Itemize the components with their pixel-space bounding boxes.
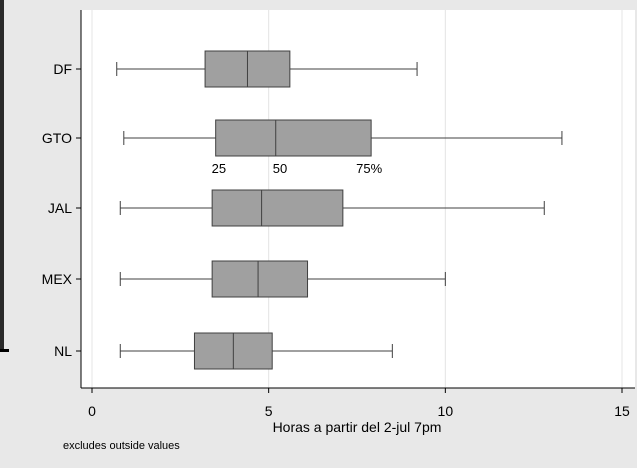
y-tick-label-mex: MEX bbox=[42, 271, 73, 287]
box-nl bbox=[119, 332, 393, 370]
box-gto bbox=[123, 119, 563, 157]
x-axis-label: Horas a partir del 2-jul 7pm bbox=[273, 419, 442, 435]
y-tick-label-jal: JAL bbox=[48, 200, 72, 216]
footnote: excludes outside values bbox=[63, 440, 180, 452]
percentile-annotation-1: 25 bbox=[212, 161, 226, 176]
percentile-annotation-2: 50 bbox=[273, 161, 287, 176]
left-edge-border bbox=[0, 0, 4, 350]
iqr-box-gto bbox=[215, 119, 372, 157]
y-tick-label-nl: NL bbox=[54, 343, 72, 359]
y-tick-label-df: DF bbox=[53, 61, 72, 77]
box-jal bbox=[119, 189, 545, 227]
x-tick-label-5: 5 bbox=[265, 403, 273, 419]
box-mex bbox=[119, 260, 446, 298]
x-tick-label-0: 0 bbox=[88, 403, 96, 419]
boxes bbox=[116, 50, 563, 370]
box-df bbox=[116, 50, 418, 88]
y-tick-label-gto: GTO bbox=[42, 130, 72, 146]
iqr-box-mex bbox=[211, 260, 309, 298]
plot-area bbox=[81, 10, 635, 388]
left-edge-tick bbox=[0, 349, 9, 352]
x-tick-label-10: 10 bbox=[438, 403, 454, 419]
x-tick-label-15: 15 bbox=[614, 403, 630, 419]
iqr-box-jal bbox=[211, 189, 344, 227]
axes: DF GTO JAL MEX NL 0 5 10 15 25 50 75% bbox=[42, 10, 635, 419]
percentile-annotation-3: 75% bbox=[356, 161, 382, 176]
